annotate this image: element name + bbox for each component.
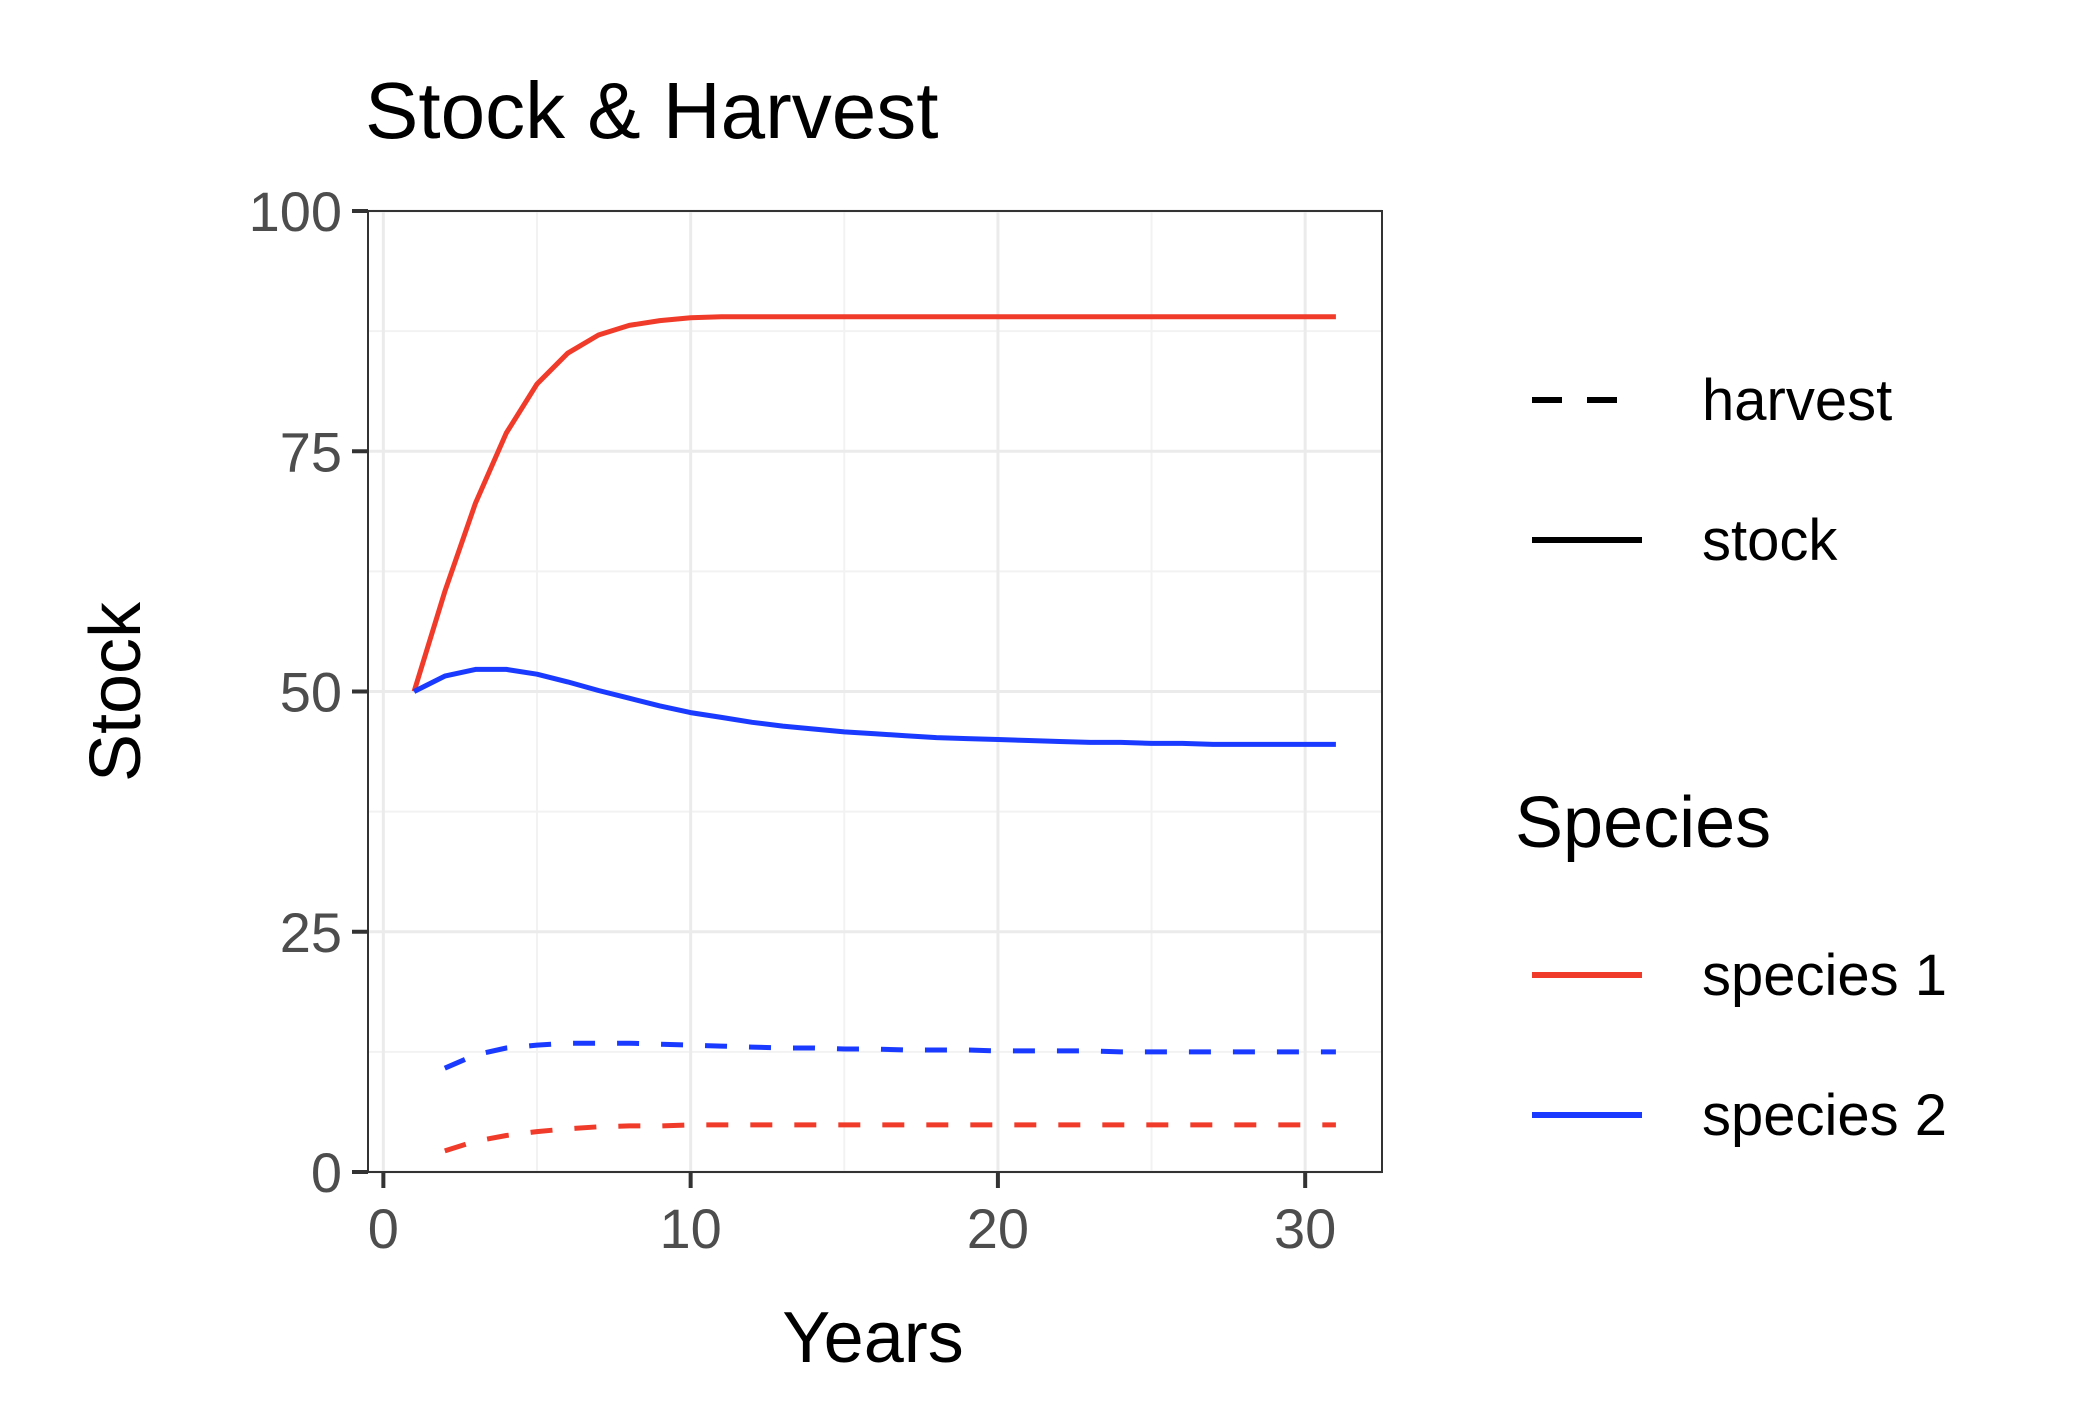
y-tick-label: 75 bbox=[280, 420, 342, 483]
legend-label-species-1: species 1 bbox=[1702, 943, 1947, 1008]
y-tick-label: 25 bbox=[280, 901, 342, 964]
y-axis-title: Stock bbox=[76, 601, 156, 782]
x-axis: 0 10 20 30 bbox=[368, 1172, 1336, 1260]
legend-label-stock: stock bbox=[1702, 508, 1838, 573]
chart-title: Stock & Harvest bbox=[365, 66, 939, 155]
series-line-species-2-harvest bbox=[443, 1040, 1336, 1071]
series-line-species-1-stock bbox=[411, 314, 1336, 693]
color-legend-title: Species bbox=[1515, 783, 1771, 863]
grid-lines bbox=[368, 209, 1382, 1174]
y-tick-label: 0 bbox=[311, 1141, 342, 1204]
series-lines bbox=[411, 314, 1336, 1154]
y-axis: 0 25 50 75 100 bbox=[249, 180, 368, 1204]
legend-label-harvest: harvest bbox=[1702, 368, 1892, 433]
legend: harvest stock Species species 1 species 2 bbox=[1515, 368, 1947, 1148]
x-tick-label: 20 bbox=[967, 1197, 1029, 1260]
x-axis-title: Years bbox=[782, 1298, 963, 1378]
plot-area bbox=[367, 209, 1383, 1174]
color-legend: species 1 species 2 bbox=[1532, 943, 1947, 1148]
x-tick-label: 30 bbox=[1274, 1197, 1336, 1260]
legend-label-species-2: species 2 bbox=[1702, 1083, 1947, 1148]
x-tick-label: 0 bbox=[368, 1197, 399, 1260]
series-line-species-2-stock bbox=[412, 666, 1336, 747]
linetype-legend: harvest stock bbox=[1532, 368, 1892, 573]
x-tick-label: 10 bbox=[659, 1197, 721, 1260]
y-tick-label: 50 bbox=[280, 661, 342, 724]
y-tick-label: 100 bbox=[249, 180, 342, 243]
series-line-species-1-harvest bbox=[444, 1122, 1336, 1154]
